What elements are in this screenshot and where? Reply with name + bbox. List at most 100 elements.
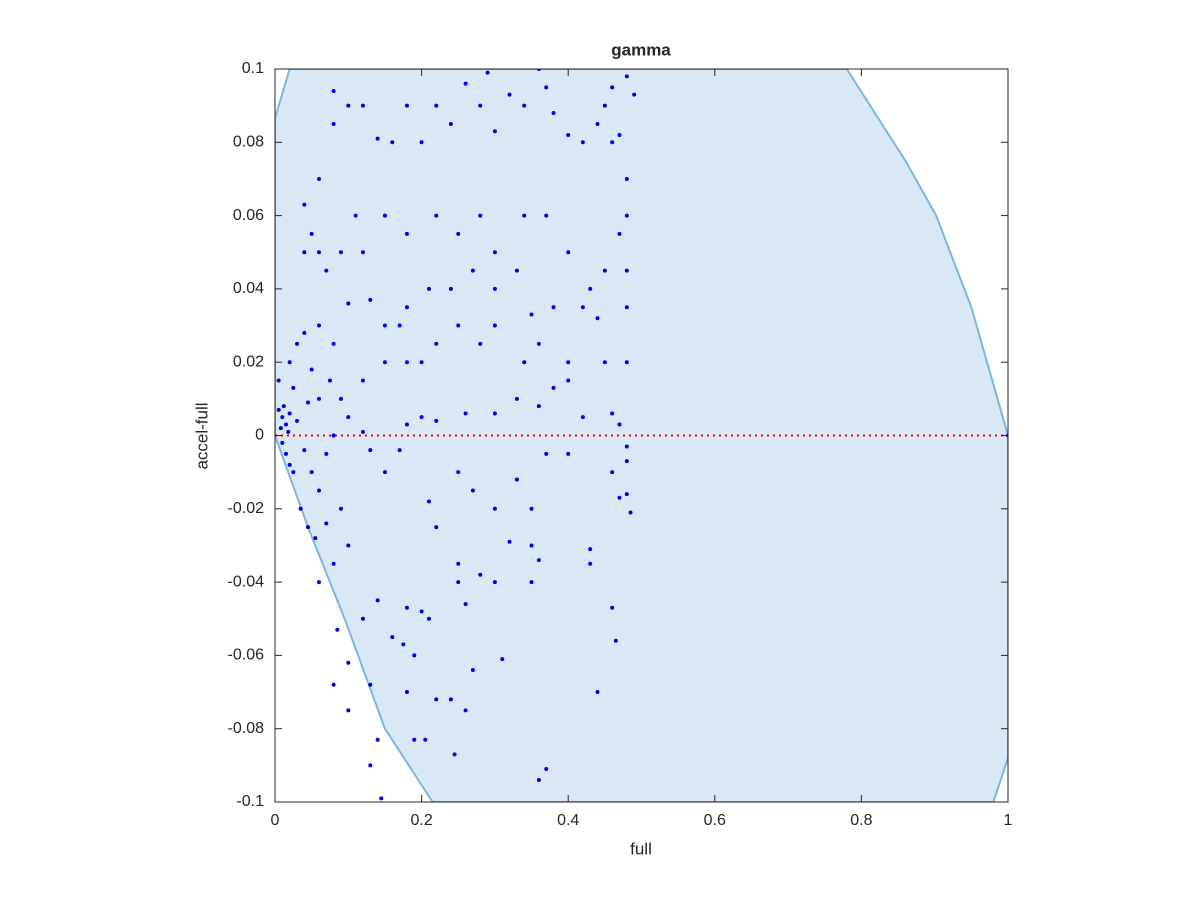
point: [327, 378, 332, 383]
point: [360, 250, 365, 255]
point: [492, 250, 497, 255]
point: [309, 367, 314, 372]
point: [522, 103, 527, 108]
point: [602, 268, 607, 273]
y-tick-label: 0.06: [233, 207, 264, 224]
point: [360, 429, 365, 434]
point: [566, 360, 571, 365]
point: [404, 103, 409, 108]
point: [522, 213, 527, 218]
point: [492, 411, 497, 416]
point: [291, 470, 296, 475]
point: [580, 140, 585, 145]
point: [382, 323, 387, 328]
point: [360, 103, 365, 108]
point: [426, 286, 431, 291]
point: [338, 250, 343, 255]
point: [360, 616, 365, 621]
point: [544, 213, 549, 218]
point: [566, 451, 571, 456]
point: [463, 81, 468, 86]
point: [302, 448, 307, 453]
point: [478, 572, 483, 577]
point: [404, 305, 409, 310]
point: [426, 499, 431, 504]
point: [401, 642, 406, 647]
point: [423, 737, 428, 742]
point: [280, 415, 285, 420]
point: [397, 448, 402, 453]
point: [434, 525, 439, 530]
point: [595, 121, 600, 126]
point: [434, 697, 439, 702]
point: [566, 250, 571, 255]
point: [305, 525, 310, 530]
point: [632, 92, 637, 97]
point: [331, 88, 336, 93]
point: [419, 609, 424, 614]
point: [404, 360, 409, 365]
point: [566, 378, 571, 383]
point: [544, 767, 549, 772]
y-axis-label: accel-full: [192, 402, 211, 469]
point: [580, 305, 585, 310]
point: [536, 558, 541, 563]
point: [434, 341, 439, 346]
point: [412, 737, 417, 742]
point: [610, 85, 615, 90]
point: [382, 360, 387, 365]
point: [514, 477, 519, 482]
y-tick-label: 0.1: [242, 60, 264, 77]
y-tick-label: -0.04: [228, 573, 265, 590]
point: [628, 510, 633, 515]
point: [624, 305, 629, 310]
point: [404, 690, 409, 695]
y-tick-label: 0.04: [233, 280, 264, 297]
point: [478, 341, 483, 346]
y-tick-label: 0: [255, 427, 264, 444]
point: [452, 752, 457, 757]
point: [602, 103, 607, 108]
point: [379, 796, 384, 801]
point: [595, 690, 600, 695]
point: [286, 429, 291, 434]
point: [331, 682, 336, 687]
point: [419, 415, 424, 420]
point: [536, 778, 541, 783]
point: [456, 470, 461, 475]
point: [316, 323, 321, 328]
point: [368, 448, 373, 453]
point: [280, 440, 285, 445]
point: [492, 506, 497, 511]
point: [375, 737, 380, 742]
point: [324, 268, 329, 273]
point: [313, 536, 318, 541]
point: [566, 132, 571, 137]
point: [324, 521, 329, 526]
point: [610, 140, 615, 145]
point: [514, 268, 519, 273]
point: [536, 404, 541, 409]
point: [335, 627, 340, 632]
point: [529, 506, 534, 511]
point: [456, 231, 461, 236]
point: [287, 411, 292, 416]
point: [617, 422, 622, 427]
point: [390, 140, 395, 145]
point: [463, 411, 468, 416]
point: [507, 92, 512, 97]
x-tick-label: 0.2: [410, 812, 432, 829]
point: [624, 492, 629, 497]
point: [397, 323, 402, 328]
x-tick-label: 0.6: [704, 812, 726, 829]
point: [302, 250, 307, 255]
point: [294, 341, 299, 346]
y-tick-label: -0.08: [228, 720, 265, 737]
point: [412, 653, 417, 658]
point: [331, 433, 336, 438]
x-tick-label: 1: [1004, 812, 1013, 829]
point: [610, 605, 615, 610]
point: [294, 418, 299, 423]
